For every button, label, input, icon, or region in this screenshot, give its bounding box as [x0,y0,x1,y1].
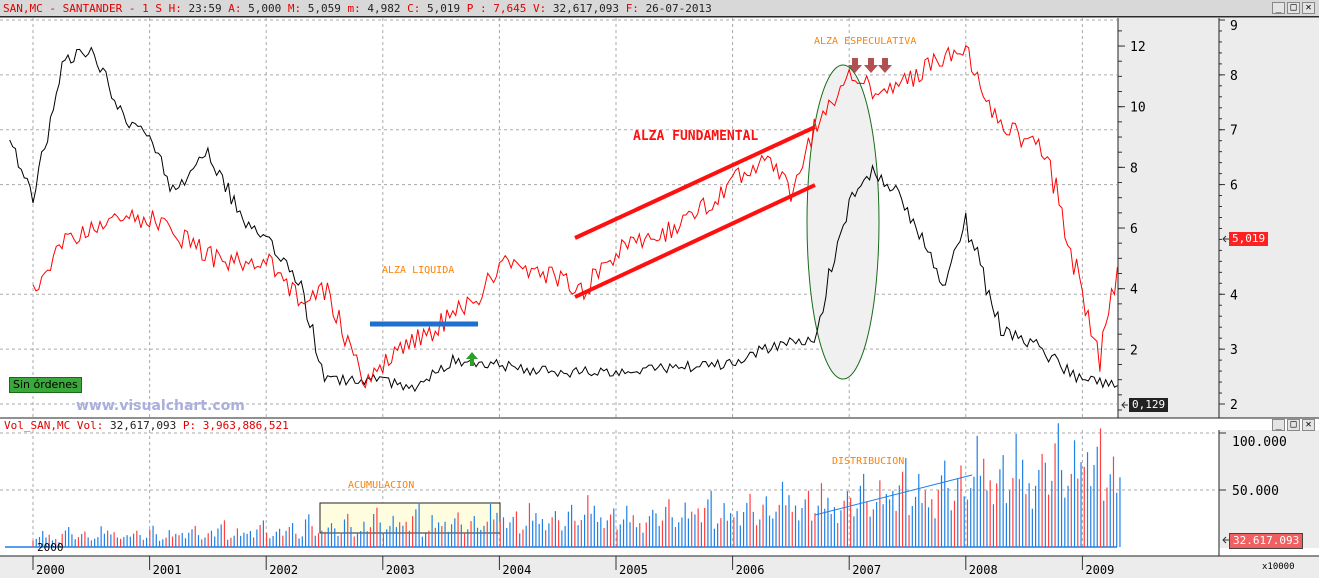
channel-upper-line [574,125,816,240]
indicator-pointer-icon [1121,401,1128,409]
volume-minimize-button[interactable]: _ [1272,419,1285,431]
down-arrow-icon [878,58,892,73]
time-tick-label: 2004 [502,563,531,577]
right-axis-label: 7 [1230,124,1238,139]
left-axis-label: 4 [1130,283,1138,298]
quote-header: SAN,MC - SANTANDER - 1 S H: 23:59 A: 5,0… [0,0,1319,17]
up-arrow-icon [466,352,478,366]
time-tick-label: 2001 [153,563,182,577]
minimize-button[interactable]: _ [1272,2,1285,14]
volume-scale-label: x10000 [1262,562,1295,572]
right-axis-label: 3 [1230,343,1238,358]
volume-axis-label: 100.000 [1232,435,1287,450]
close-button[interactable]: ✕ [1302,2,1315,14]
time-tick-label: 2002 [269,563,298,577]
left-axis-label: 12 [1130,40,1146,55]
year-marker: 2000 [37,541,64,554]
watermark: www.visualchart.com [76,398,245,414]
indicator-last-tag: 0,129 [1129,398,1169,412]
annotation-alza-especulativa: ALZA ESPECULATIVA [814,36,917,47]
time-tick-label: 2006 [736,563,765,577]
maximize-button[interactable]: □ [1287,2,1300,14]
price-series-line [32,44,1118,389]
left-axis-label: 6 [1130,222,1138,237]
time-tick-label: 2005 [619,563,648,577]
speculative-ellipse [806,64,880,380]
time-tick-label: 2009 [1085,563,1114,577]
status-badge[interactable]: Sin órdenes [9,377,82,393]
time-tick-label: 2008 [969,563,998,577]
volume-pointer-icon [1222,536,1229,544]
annotation-alza-fundamental: ALZA FUNDAMENTAL [633,129,759,144]
left-axis-label: 10 [1130,101,1146,116]
right-axis-label: 8 [1230,69,1238,84]
annotation-distribucion: DISTRIBUCION [832,456,905,467]
price-last-tag: 5,019 [1229,232,1269,246]
indicator-series-line [9,46,1118,393]
time-axis-panel [0,556,1319,578]
volume-axis-label: 50.000 [1232,484,1279,499]
volume-last-tag: 32.617.093 [1229,533,1304,549]
down-arrow-icon [864,58,878,73]
annotation-acumulacion: ACUMULACION [348,480,415,491]
right-axis-label: 9 [1230,19,1238,34]
right-axis-label: 4 [1230,288,1238,303]
accumulation-box [319,502,501,534]
channel-lower-line [574,183,816,299]
time-tick-label: 2000 [36,563,65,577]
right-axis-label: 6 [1230,179,1238,194]
left-axis-label: 8 [1130,161,1138,176]
time-tick-label: 2003 [386,563,415,577]
volume-axis-panel [1219,430,1319,548]
annotation-alza-liquida: ALZA LIQUIDA [382,265,455,276]
time-tick-label: 2007 [852,563,881,577]
volume-close-button[interactable]: ✕ [1302,419,1315,431]
volume-maximize-button[interactable]: □ [1287,419,1300,431]
left-axis-label: 2 [1130,343,1138,358]
right-axis-label: 2 [1230,398,1238,413]
distribution-trend-line [814,474,973,516]
volume-header: Vol_SAN,MC Vol: 32,617,093 P: 3,963,886,… [4,419,289,432]
down-arrow-icon [848,58,862,73]
price-pointer-icon [1222,235,1229,243]
